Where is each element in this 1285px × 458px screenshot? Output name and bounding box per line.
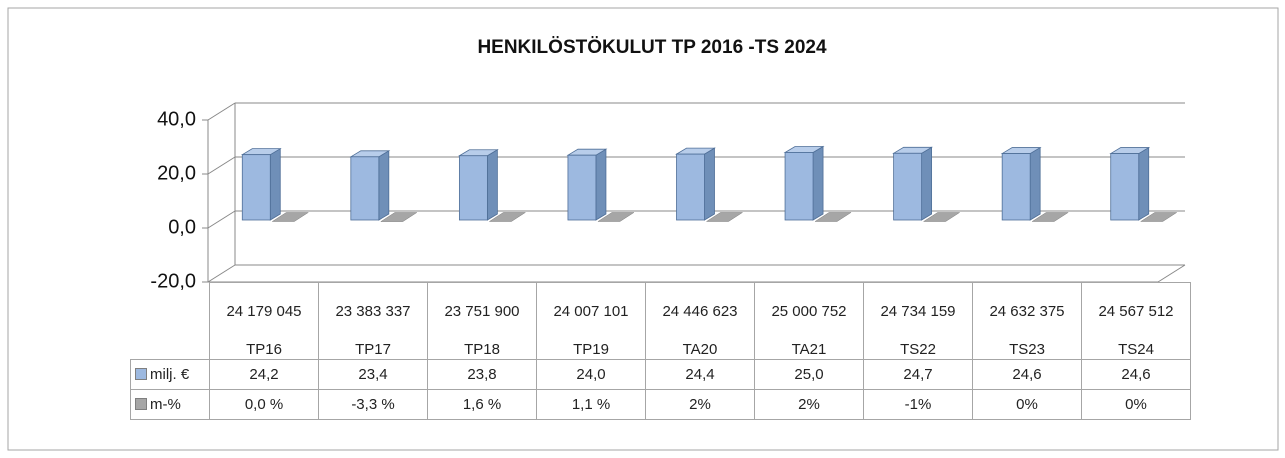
- bar: [814, 212, 852, 222]
- table-row: 24 179 045 23 383 337 23 751 900 24 007 101…: [131, 282, 1191, 340]
- bar: [705, 212, 744, 222]
- amount-label: 24 567 512: [1081, 282, 1191, 339]
- amount-label: 23 383 337: [318, 282, 428, 339]
- data-label: 2%: [754, 389, 864, 420]
- bar-side: [486, 149, 498, 221]
- y-tick-label: 20,0: [157, 162, 196, 184]
- bar: [271, 212, 310, 222]
- bar-side: [704, 147, 715, 221]
- grid-line: [207, 210, 236, 229]
- data-table: 24 179 045 23 383 337 23 751 900 24 007 101…: [130, 282, 1191, 420]
- y-tick-label: 40,0: [157, 108, 196, 130]
- bar-side: [595, 148, 607, 221]
- bar-side: [1138, 146, 1150, 221]
- data-label: 0%: [972, 389, 1082, 420]
- grid-line: [207, 102, 236, 121]
- data-label: 1,1 %: [536, 389, 646, 420]
- y-tick-label: -20,0: [150, 270, 196, 292]
- data-label: 23,8: [427, 359, 537, 390]
- data-label: 24,6: [972, 359, 1082, 390]
- bar-side: [269, 147, 281, 221]
- y-tick-label: 0,0: [168, 216, 196, 238]
- data-label: 24,6: [1081, 359, 1191, 390]
- x-tick-label: TS23: [972, 339, 1082, 360]
- chart-border: [7, 7, 1279, 451]
- table-row: m-% 0,0 % -3,3 % 1,6 % 1,1 % 2% 2% -1% 0% 0%: [130, 389, 1191, 420]
- data-label: -3,3 %: [318, 389, 428, 420]
- data-label: 24,0: [536, 359, 646, 390]
- data-label: 0,0 %: [209, 389, 319, 420]
- bar: [1001, 153, 1031, 221]
- x-tick-label: TS22: [863, 339, 973, 360]
- legend-swatch: [135, 368, 147, 380]
- amount-label: 24 734 159: [863, 282, 973, 339]
- bar: [784, 152, 814, 221]
- bar: [350, 156, 380, 221]
- legend-label: m-%: [150, 396, 181, 413]
- legend-label: milj. €: [150, 366, 190, 383]
- data-label: 2%: [645, 389, 755, 420]
- amount-label: 24 179 045: [209, 282, 319, 339]
- legend-entry: milj. €: [130, 359, 210, 390]
- row-header: [131, 339, 210, 360]
- bar-side: [812, 145, 824, 221]
- amount-label: 24 007 101: [536, 282, 646, 339]
- bar: [241, 154, 271, 221]
- data-label: 24,2: [209, 359, 319, 390]
- x-tick-label: TA21: [754, 339, 864, 360]
- amount-label: 24 632 375: [972, 282, 1082, 339]
- bar-side: [378, 150, 390, 221]
- bar: [379, 212, 418, 222]
- bar: [1110, 153, 1140, 221]
- amount-label: 24 446 623: [645, 282, 755, 339]
- bar-side: [1029, 146, 1041, 221]
- data-label: 24,4: [645, 359, 755, 390]
- data-label: 24,7: [863, 359, 973, 390]
- data-label: 23,4: [318, 359, 428, 390]
- chart-title: HENKILÖSTÖKULUT TP 2016 -TS 2024: [477, 37, 827, 58]
- x-tick-label: TA20: [645, 339, 755, 360]
- data-label: 1,6 %: [427, 389, 537, 420]
- floor-line: [1157, 264, 1186, 283]
- data-label: 25,0: [754, 359, 864, 390]
- legend-entry: m-%: [130, 389, 210, 420]
- table-row: milj. €24,2 23,4 23,8 24,0 24,4 25,0 24,7 24,6 2…: [130, 359, 1191, 390]
- bar: [893, 152, 923, 221]
- x-tick-label: TP16: [209, 339, 319, 360]
- bar: [922, 212, 961, 222]
- row-header: [131, 283, 210, 340]
- bar: [488, 212, 527, 222]
- bar: [597, 212, 635, 222]
- legend-swatch: [135, 398, 147, 410]
- data-label: -1%: [863, 389, 973, 420]
- amount-label: 23 751 900: [427, 282, 537, 339]
- x-tick-label: TS24: [1081, 339, 1191, 360]
- bar: [1031, 212, 1070, 222]
- grid-line: [207, 264, 236, 283]
- table-row: TP16 TP17 TP18 TP19 TA20 TA21 TS22 TS23 TS24: [131, 339, 1191, 360]
- x-tick-label: TP19: [536, 339, 646, 360]
- bar: [1139, 212, 1178, 222]
- bar: [458, 155, 488, 221]
- data-label: 0%: [1081, 389, 1191, 420]
- x-tick-label: TP18: [427, 339, 537, 360]
- bar: [676, 153, 705, 221]
- bar: [567, 154, 597, 221]
- grid-line: [207, 156, 236, 175]
- x-tick-label: TP17: [318, 339, 428, 360]
- amount-label: 25 000 752: [754, 282, 864, 339]
- bar-side: [921, 146, 933, 221]
